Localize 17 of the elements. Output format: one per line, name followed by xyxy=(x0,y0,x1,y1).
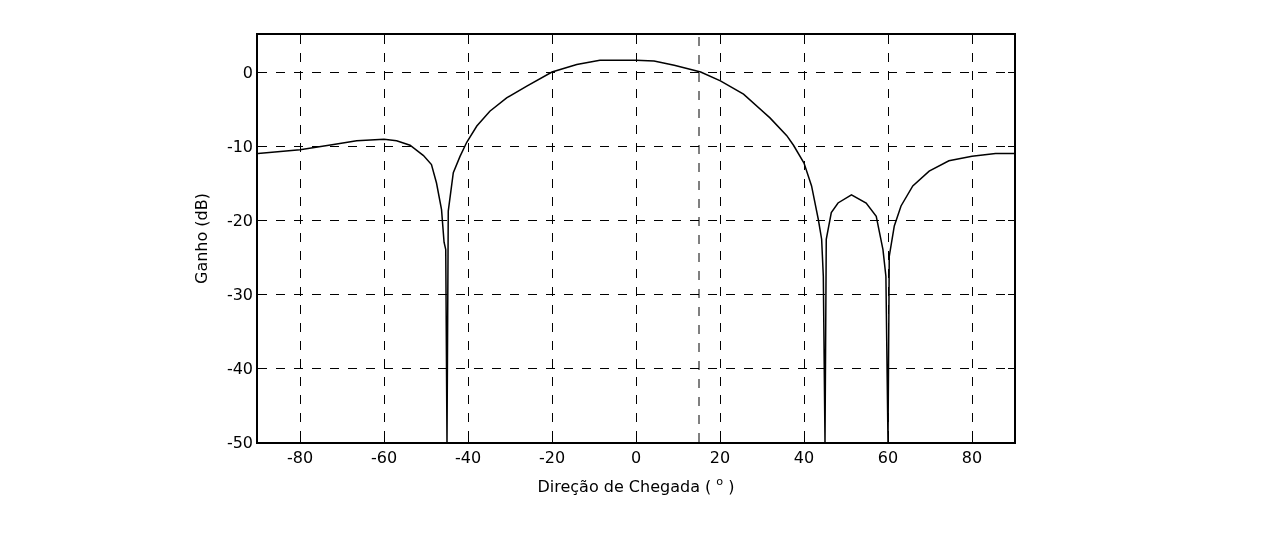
y-tick-label: 0 xyxy=(242,62,254,82)
x-tick-label: 80 xyxy=(961,447,983,467)
x-tick-label: 20 xyxy=(709,447,731,467)
y-tick-label: -10 xyxy=(226,136,254,156)
x-tick-label: -40 xyxy=(454,447,482,467)
y-tick-label: -20 xyxy=(226,210,254,230)
x-tick-label: 60 xyxy=(877,447,899,467)
x-tick-label: 40 xyxy=(793,447,815,467)
y-tick-label: -40 xyxy=(226,358,254,378)
y-tick-label: -50 xyxy=(226,432,254,452)
x-tick-label: -20 xyxy=(538,447,566,467)
y-axis-title: Ganho (dB) xyxy=(192,193,212,284)
x-axis-title: Direção de Chegada ( $^{o}$ ) xyxy=(537,475,735,497)
y-tick-label: -30 xyxy=(226,284,254,304)
x-tick-label: 0 xyxy=(630,447,642,467)
x-tick-label: -80 xyxy=(286,447,314,467)
x-tick-label: -60 xyxy=(370,447,398,467)
